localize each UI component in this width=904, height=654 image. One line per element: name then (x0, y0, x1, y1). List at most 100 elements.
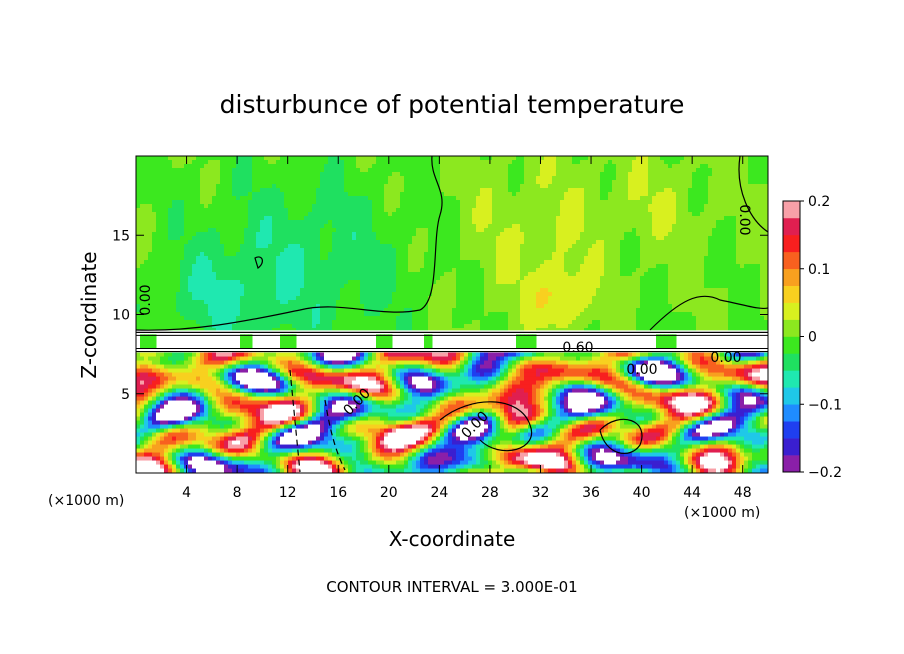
field-cell (572, 184, 577, 189)
field-cell (256, 320, 261, 325)
field-cell (356, 268, 361, 273)
field-cell (300, 232, 305, 237)
field-cell (428, 188, 433, 193)
field-cell (280, 252, 285, 257)
field-cell (508, 200, 513, 205)
field-cell (392, 208, 397, 213)
field-cell (576, 260, 581, 265)
field-cell (296, 288, 301, 293)
field-cell (536, 168, 541, 173)
field-cell (156, 276, 161, 281)
field-cell (308, 236, 313, 241)
field-cell (264, 316, 269, 321)
field-cell (300, 284, 305, 289)
field-cell (304, 292, 309, 297)
field-cell (176, 204, 181, 209)
field-cell (572, 172, 577, 177)
field-cell (288, 232, 293, 237)
field-cell (376, 272, 381, 277)
field-cell (352, 180, 357, 185)
field-cell (332, 196, 337, 201)
field-cell (156, 284, 161, 289)
field-cell (400, 220, 405, 225)
field-cell (240, 268, 245, 273)
field-cell (348, 296, 353, 301)
field-cell (188, 156, 193, 161)
field-cell (140, 320, 145, 325)
field-cell (552, 184, 557, 189)
field-cell (512, 180, 517, 185)
field-cell (188, 216, 193, 221)
field-cell (516, 156, 521, 161)
field-cell (536, 180, 541, 185)
field-cell (312, 312, 317, 317)
field-cell (496, 212, 501, 217)
field-cell (496, 308, 501, 313)
field-cell (200, 188, 205, 193)
field-cell (536, 260, 541, 265)
field-cell (548, 192, 553, 197)
field-cell (348, 236, 353, 241)
field-cell (180, 156, 185, 161)
field-cell (564, 224, 569, 229)
field-cell (380, 284, 385, 289)
field-cell (368, 164, 373, 169)
field-cell (524, 260, 529, 265)
field-cell (340, 240, 345, 245)
field-cell (256, 300, 261, 305)
field-cell (564, 172, 569, 177)
field-cell (268, 216, 273, 221)
field-cell (460, 192, 465, 197)
field-cell (372, 216, 377, 221)
field-cell (200, 324, 205, 329)
field-cell (304, 264, 309, 269)
field-cell (168, 180, 173, 185)
field-cell (168, 196, 173, 201)
field-cell (192, 228, 197, 233)
field-cell (344, 236, 349, 241)
field-cell (412, 236, 417, 241)
field-cell (356, 212, 361, 217)
field-cell (580, 200, 585, 205)
field-cell (580, 236, 585, 241)
plot-area (136, 156, 768, 473)
field-cell (448, 196, 453, 201)
field-cell (396, 184, 401, 189)
field-cell (152, 244, 157, 249)
field-cell (252, 188, 257, 193)
field-cell (284, 156, 289, 161)
field-cell (532, 304, 537, 309)
field-cell (504, 184, 509, 189)
field-cell (576, 264, 581, 269)
field-cell (492, 244, 497, 249)
field-cell (436, 160, 441, 165)
field-cell (168, 324, 173, 329)
field-cell (340, 324, 345, 329)
field-cell (432, 224, 437, 229)
field-cell (224, 224, 229, 229)
field-cell (456, 256, 461, 261)
field-cell (184, 240, 189, 245)
field-cell (328, 284, 333, 289)
field-cell (288, 164, 293, 169)
field-cell (244, 248, 249, 253)
field-cell (256, 212, 261, 217)
field-cell (512, 156, 517, 161)
field-cell (344, 328, 349, 333)
field-cell (440, 264, 445, 269)
field-cell (316, 212, 321, 217)
field-cell (496, 248, 501, 253)
field-cell (576, 324, 581, 329)
field-cell (560, 236, 565, 241)
field-cell (484, 256, 489, 261)
field-cell (332, 248, 337, 253)
field-cell (388, 184, 393, 189)
field-cell (320, 308, 325, 313)
field-cell (484, 288, 489, 293)
field-cell (436, 300, 441, 305)
field-cell (528, 224, 533, 229)
field-cell (228, 248, 233, 253)
field-cell (196, 184, 201, 189)
field-cell (492, 204, 497, 209)
field-cell (476, 280, 481, 285)
